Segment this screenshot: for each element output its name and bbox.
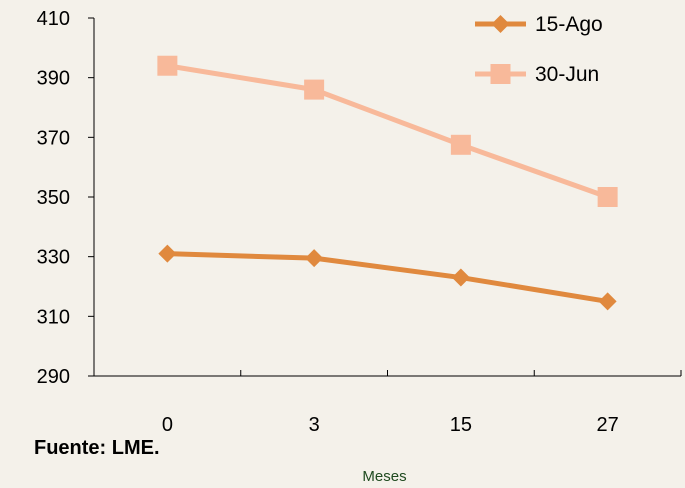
legend-marker [491,15,510,33]
legend-label: 15-Ago [535,13,603,36]
x-tick-label: 27 [597,414,619,436]
series-layer [157,55,618,311]
data-point [304,79,325,100]
data-point [450,134,471,155]
x-tick-label: 3 [309,414,320,436]
x-tick-label: 0 [162,414,173,436]
data-point [157,55,178,76]
axes: 290 310 330 350 370 390 410 0 3 15 27 [37,8,682,436]
legend: 15-Ago 30-Jun [475,13,603,86]
legend-label: 30-Jun [535,63,599,86]
series-line [166,63,609,200]
y-tick-label: 370 [37,127,70,149]
y-tick-label: 290 [37,366,70,388]
x-axis-title: Meses [362,468,407,485]
legend-entry: 15-Ago [475,13,603,36]
series-1 [157,55,618,207]
y-tick-label: 350 [37,187,70,209]
y-tick-label: 410 [37,8,70,30]
data-point [597,187,618,207]
y-tick-label: 390 [37,68,70,90]
source-note: Fuente: LME. [34,437,160,459]
x-tick-label: 15 [450,414,472,436]
legend-entry: 30-Jun [475,63,599,86]
legend-marker [490,64,511,84]
data-point [451,268,470,287]
data-point [598,292,617,311]
y-tick-label: 310 [37,306,70,328]
data-point [305,249,324,268]
y-tick-label: 330 [37,247,70,269]
series-0 [158,244,617,311]
series-line [167,251,609,304]
data-point [158,244,177,263]
